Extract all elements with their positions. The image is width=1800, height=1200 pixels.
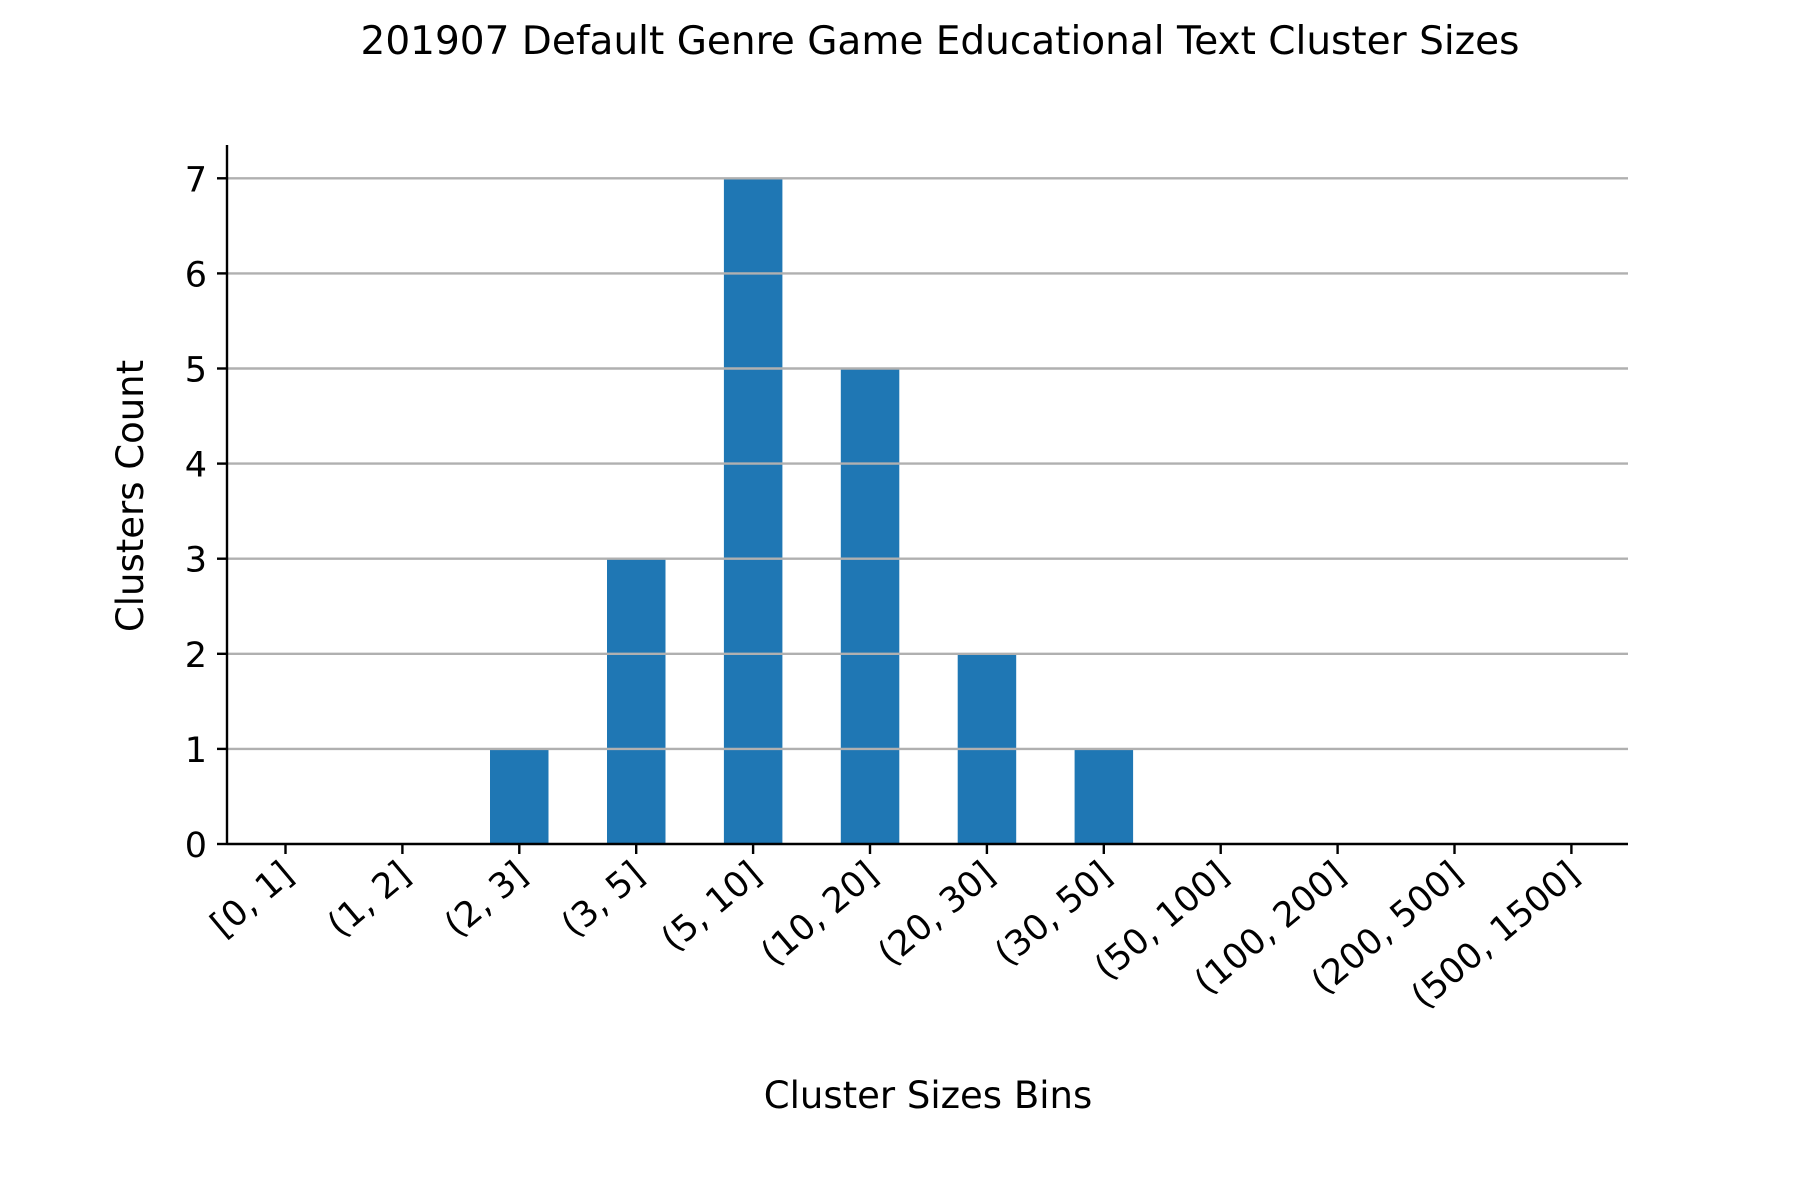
- x-axis-label: Cluster Sizes Bins: [764, 1074, 1092, 1117]
- x-tick-label-6: (20, 30]: [871, 854, 1003, 974]
- chart-title: 201907 Default Genre Game Educational Te…: [361, 19, 1520, 64]
- x-tick-label-3: (3, 5]: [554, 854, 652, 945]
- x-tick-label-5: (10, 20]: [754, 854, 886, 974]
- x-tick-label-1: (1, 2]: [320, 854, 418, 945]
- y-tick-layer: 0 1 2 3 4 5 6 7: [185, 160, 227, 866]
- y-tick-label-7: 7: [185, 160, 207, 200]
- bar-7: [1074, 748, 1134, 844]
- y-tick-label-6: 6: [185, 255, 207, 295]
- grid-layer: [227, 177, 1628, 751]
- y-tick-label-2: 2: [185, 636, 207, 676]
- y-tick-label-5: 5: [185, 351, 207, 391]
- y-axis-label: Clusters Count: [109, 360, 152, 632]
- y-tick-label-4: 4: [185, 446, 207, 486]
- x-tick-layer: [0, 1] (1, 2] (2, 3] (3, 5] (5, 10](10, 20](…: [203, 844, 1587, 1017]
- bar-3: [607, 558, 666, 844]
- bar-layer: [490, 178, 1134, 845]
- bar-2: [490, 748, 549, 844]
- axis-layer: [225, 145, 1628, 846]
- bar-5: [840, 368, 900, 844]
- x-tick-label-2: (2, 3]: [437, 854, 535, 945]
- bar-4: [723, 178, 783, 845]
- x-tick-label-4: (5, 10]: [654, 854, 769, 959]
- y-tick-label-3: 3: [185, 541, 207, 581]
- y-tick-label-1: 1: [185, 731, 207, 771]
- x-tick-label-0: [0, 1]: [203, 854, 301, 945]
- y-tick-label-0: 0: [185, 826, 207, 866]
